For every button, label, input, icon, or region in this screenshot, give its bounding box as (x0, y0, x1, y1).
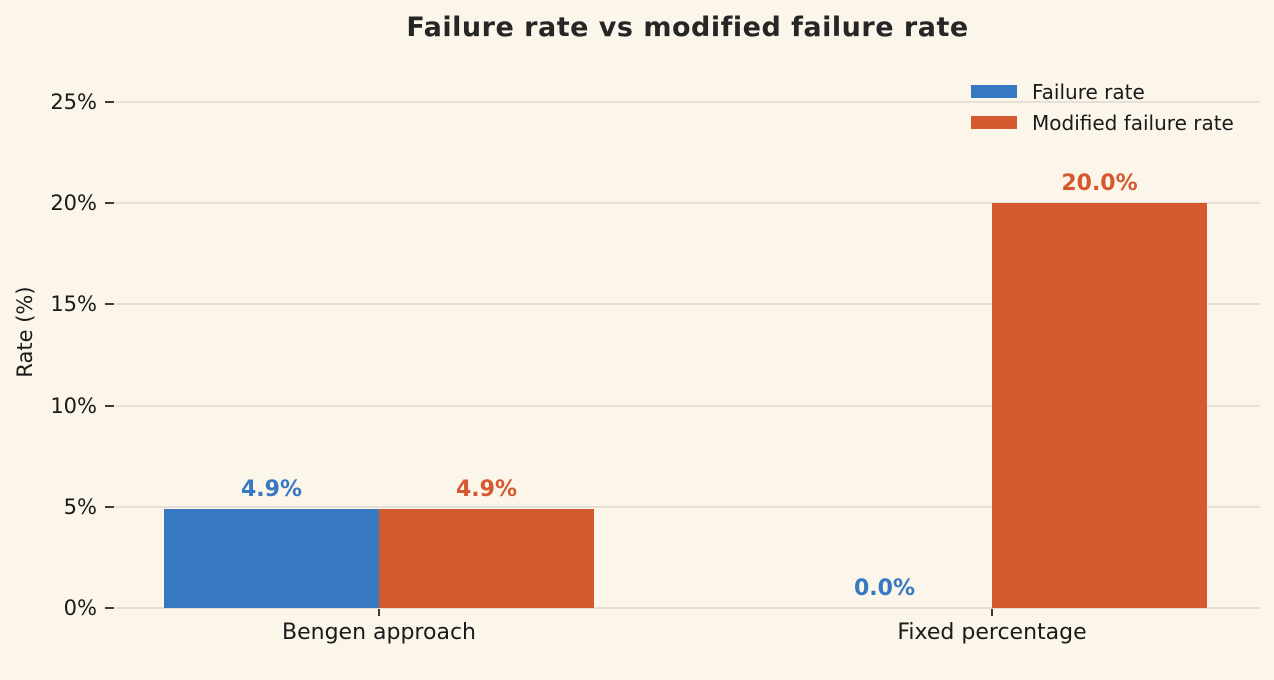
legend: Failure rate Modified failure rate (971, 76, 1234, 138)
legend-label-modified-failure-rate: Modified failure rate (1032, 110, 1234, 135)
value-label-modified-failure-rate-bengen-approach: 4.9% (455, 476, 517, 502)
y-tick-label: 0% (63, 596, 97, 620)
gridline-20- (115, 202, 1260, 205)
y-tick-mark (105, 202, 114, 205)
y-tick-mark (105, 101, 114, 103)
y-tick-label: 20% (50, 191, 97, 216)
value-label-modified-failure-rate-fixed-percentage: 20.0% (1061, 171, 1138, 197)
value-label-failure-rate-fixed-percentage: 0.0% (853, 576, 915, 601)
y-tick-mark (105, 607, 114, 609)
legend-swatch-failure-rate (971, 85, 1017, 98)
bar-failure-rate-bengen-approach (164, 508, 379, 608)
chart-title: Failure rate vs modified failure rate (406, 12, 969, 43)
legend-label-failure-rate: Failure rate (1032, 79, 1145, 104)
gridline-15- (115, 303, 1260, 306)
y-tick-mark (105, 404, 114, 407)
bar-modified-failure-rate-bengen-approach (379, 508, 594, 608)
gridline-5- (115, 505, 1260, 508)
gridline-10- (115, 404, 1260, 407)
y-tick-mark (105, 303, 114, 306)
y-tick-label: 5% (63, 494, 97, 519)
value-label-failure-rate-bengen-approach: 4.9% (240, 476, 302, 502)
x-tick-mark (991, 609, 993, 616)
x-tick-mark (378, 609, 380, 616)
y-tick-label: 15% (50, 292, 97, 317)
bar-modified-failure-rate-fixed-percentage (992, 203, 1207, 608)
legend-item-failure-rate: Failure rate (971, 76, 1234, 107)
y-tick-label: 10% (50, 393, 97, 418)
gridline-0- (115, 607, 1260, 609)
category-label-fixed-percentage: Fixed percentage (897, 620, 1087, 645)
y-tick-mark (105, 505, 114, 508)
legend-item-modified-failure-rate: Modified failure rate (971, 107, 1234, 138)
y-tick-label: 25% (50, 90, 97, 114)
category-label-bengen-approach: Bengen approach (282, 620, 476, 645)
legend-swatch-modified-failure-rate (971, 116, 1017, 129)
gridline-25- (115, 101, 1260, 103)
